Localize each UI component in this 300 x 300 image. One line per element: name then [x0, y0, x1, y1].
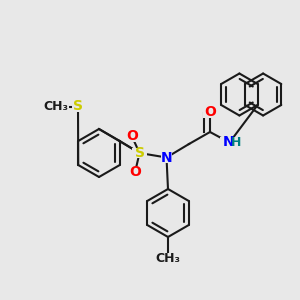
FancyBboxPatch shape — [203, 107, 217, 118]
FancyBboxPatch shape — [46, 101, 69, 112]
Text: S: S — [134, 146, 145, 160]
Text: CH₃: CH₃ — [43, 100, 68, 113]
Text: CH₃: CH₃ — [155, 251, 181, 265]
Text: O: O — [129, 166, 141, 179]
FancyBboxPatch shape — [161, 152, 172, 163]
FancyBboxPatch shape — [220, 137, 239, 148]
FancyBboxPatch shape — [129, 167, 141, 178]
FancyBboxPatch shape — [158, 253, 178, 263]
Text: S: S — [73, 100, 83, 113]
FancyBboxPatch shape — [72, 101, 84, 112]
Text: N: N — [161, 151, 172, 164]
Text: N: N — [223, 136, 235, 149]
Text: O: O — [204, 106, 216, 119]
FancyBboxPatch shape — [132, 148, 147, 158]
Text: O: O — [126, 130, 138, 143]
FancyBboxPatch shape — [126, 131, 138, 142]
Text: H: H — [231, 136, 241, 149]
